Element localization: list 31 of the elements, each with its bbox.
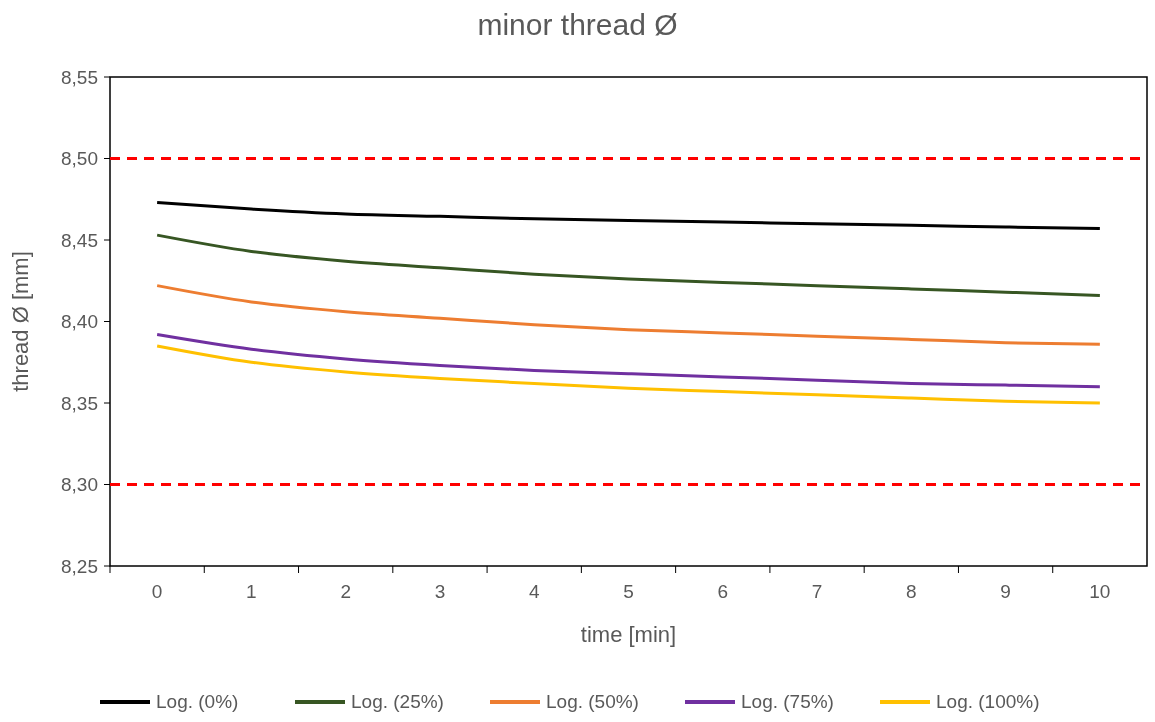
x-axis-title: time [min] [580,622,677,647]
legend-label: Log. (25%) [351,691,444,712]
chart-title: minor thread Ø [477,8,678,41]
y-axis-title: thread Ø [mm] [8,251,33,392]
y-tick-label: 8,50 [61,148,98,170]
y-tick-label: 8,45 [61,229,98,251]
line-series [155,201,1102,231]
x-tick-label: 3 [434,581,446,602]
line-series [155,284,1102,346]
x-tick-label: 7 [811,581,823,602]
line-series [155,233,1102,297]
x-tick-label: 4 [528,581,540,602]
line-series [155,344,1102,405]
x-tick-label: 9 [1000,581,1011,602]
y-tick-label: 8,40 [61,311,98,333]
y-tick-label: 8,55 [61,66,98,88]
x-tick-label: 5 [623,581,634,602]
line-series [155,333,1102,389]
x-tick-label: 8 [906,581,917,602]
x-tick-label: 2 [340,581,351,602]
x-tick-label: 0 [151,581,163,602]
legend-label: Log. (50%) [546,691,639,712]
y-tick-label: 8,25 [61,555,98,577]
x-tick-label: 1 [246,581,257,602]
legend-label: Log. (0%) [156,691,239,712]
x-tick-label: 10 [1089,581,1111,602]
y-tick-label: 8,30 [61,474,98,496]
legend-label: Log. (75%) [741,691,834,712]
legend-label: Log. (100%) [936,691,1040,712]
x-tick-label: 6 [717,581,729,602]
y-tick-label: 8,35 [61,392,98,414]
